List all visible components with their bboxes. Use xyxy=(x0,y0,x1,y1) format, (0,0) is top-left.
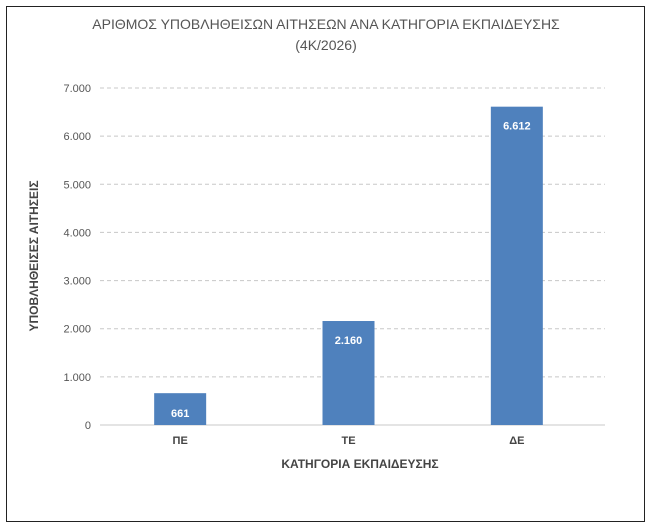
chart-title-line2: (4Κ/2026) xyxy=(295,37,356,53)
bar-0 xyxy=(154,393,207,425)
x-tick-label: ΠΕ xyxy=(173,435,188,447)
y-tick-label: 6.000 xyxy=(63,131,91,143)
y-tick-label: 7.000 xyxy=(63,83,91,95)
chart-frame xyxy=(6,6,645,522)
x-axis-label: ΚΑΤΗΓΟΡΙΑ ΕΚΠΑΙΔΕΥΣΗΣ xyxy=(281,457,438,471)
y-tick-label: 0 xyxy=(85,420,91,432)
chart-title-line1: ΑΡΙΘΜΟΣ ΥΠΟΒΛΗΘΕΙΣΩΝ ΑΙΤΗΣΕΩΝ ΑΝΑ ΚΑΤΗΓΟ… xyxy=(92,16,560,32)
data-label: 2.160 xyxy=(335,335,363,347)
x-tick-label: ΔΕ xyxy=(509,435,524,447)
data-label: 661 xyxy=(171,408,189,420)
y-tick-label: 1.000 xyxy=(63,372,91,384)
bar-2 xyxy=(490,106,543,425)
y-tick-label: 5.000 xyxy=(63,179,91,191)
y-axis-label: ΥΠΟΒΛΗΘΕΙΣΕΣ ΑΙΤΗΣΕΙΣ xyxy=(27,180,41,331)
bar-1 xyxy=(322,321,375,425)
x-tick-label: ΤΕ xyxy=(341,435,355,447)
y-tick-label: 4.000 xyxy=(63,227,91,239)
y-tick-label: 3.000 xyxy=(63,276,91,288)
y-tick-label: 2.000 xyxy=(63,324,91,336)
data-label: 6.612 xyxy=(503,121,531,133)
